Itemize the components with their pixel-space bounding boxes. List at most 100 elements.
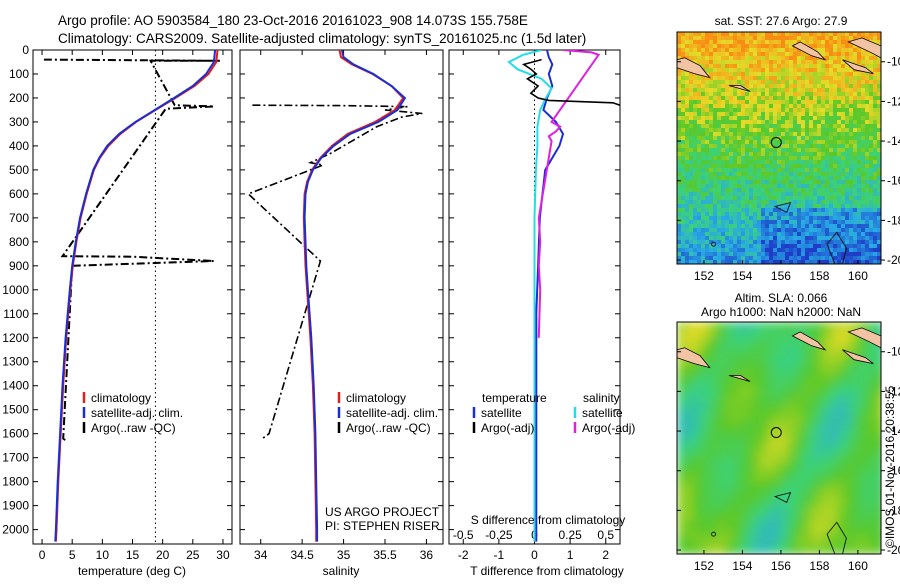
map-cell [681,72,686,77]
map-cell [793,164,798,169]
map-cell [749,346,758,355]
map-cell [869,490,878,499]
map-cell [769,136,774,141]
map-cell [717,240,722,245]
map-cell [717,426,726,435]
map-cell [721,76,726,81]
map-cell [773,260,778,264]
map-cell [825,104,830,109]
map-cell [685,244,690,249]
map-cell [721,100,726,105]
map-cell [689,92,694,97]
salinity-panel-frame [239,49,444,545]
map-cell [857,168,862,173]
map-cell [813,402,822,411]
map-cell [821,220,826,225]
map-cell [769,116,774,121]
map-cell [773,256,778,261]
map-cell [749,184,754,189]
map-cell [789,200,794,205]
map-cell [789,132,794,137]
map-cell [837,176,842,181]
map-cell [825,232,830,237]
map-cell [741,248,746,253]
map-cell [677,196,682,201]
map-cell [709,168,714,173]
map-cell [837,354,846,363]
map-cell [877,64,881,69]
map-cell [685,530,694,539]
map-cell [769,176,774,181]
map-cell [709,240,714,245]
map-cell [701,160,706,165]
map-cell [797,200,802,205]
map-cell [709,56,714,61]
land-polygon [791,41,827,61]
map-cell [753,208,758,213]
map-cell [813,160,818,165]
map-cell [757,100,762,105]
map-cell [869,260,874,264]
map-cell [801,248,806,253]
map-cell [681,172,686,177]
map-cell [861,466,870,475]
map-cell [853,44,858,49]
map-cell [789,80,794,85]
x-tick-label: 1 [567,548,574,562]
map-cell [689,180,694,185]
map-cell [729,160,734,165]
map-cell [869,466,878,475]
map-cell [773,482,782,491]
land-polygon [677,57,711,79]
map-cell [797,228,802,233]
map-cell [753,48,758,53]
map-cell [709,248,714,253]
map-cell [713,88,718,93]
map-cell [769,132,774,137]
map-cell [721,248,726,253]
map-cell [845,112,850,117]
map-cell [777,52,782,57]
map-cell [813,180,818,185]
map-cell [733,410,742,419]
map-cell [809,224,814,229]
map-cell [693,236,698,241]
map-cell [805,124,810,129]
map-cell [761,104,766,109]
map-cell [781,346,790,355]
map-cell [877,164,881,169]
map-cell [813,346,822,355]
map-cell [741,546,750,554]
map-cell [709,192,714,197]
map-cell [733,208,738,213]
map-cell [713,128,718,133]
map-cell [845,140,850,145]
map-cell [737,248,742,253]
map-cell [797,354,806,363]
map-cell [785,116,790,121]
map-cell [765,124,770,129]
map-cell [781,128,786,133]
map-cell [793,32,798,37]
map-cell [757,112,762,117]
map-cell [713,156,718,161]
map-cell [741,474,750,483]
map-cell [741,490,750,499]
map-cell [805,36,810,41]
map-cell [821,128,826,133]
map-cell [737,40,742,45]
map-cell [869,228,874,233]
map-cell [705,176,710,181]
map-cell [797,132,802,137]
map-cell [761,76,766,81]
map-cell [721,60,726,65]
map-cell [797,148,802,153]
map-cell [761,220,766,225]
map-cell [817,88,822,93]
map-cell [705,208,710,213]
map-cell [781,522,790,531]
map-cell [809,172,814,177]
map-cell [729,40,734,45]
map-cell [677,442,686,451]
map-cell [845,482,854,491]
